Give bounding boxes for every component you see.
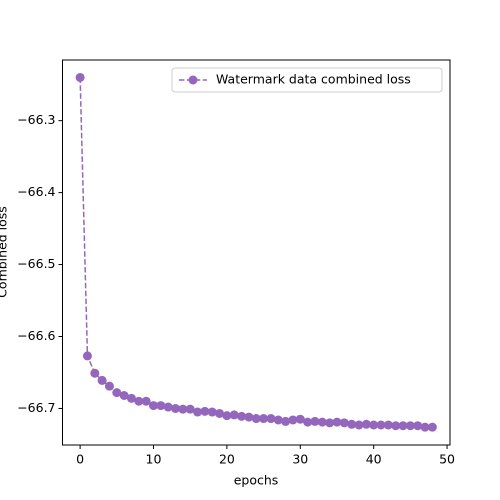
data-point [104, 381, 114, 391]
data-point [273, 415, 283, 425]
data-point [112, 388, 122, 398]
data-point [369, 420, 379, 430]
data-point [303, 417, 313, 427]
data-point [126, 393, 136, 403]
data-point [244, 412, 254, 422]
data-point [97, 375, 107, 385]
y-tick-label: −66.5 [17, 256, 55, 271]
data-point [141, 396, 151, 406]
data-point [339, 418, 349, 428]
data-point [376, 420, 386, 430]
data-point [185, 404, 195, 414]
data-point [310, 416, 320, 426]
data-point [347, 419, 357, 429]
data-point [149, 401, 159, 411]
data-point [266, 414, 276, 424]
data-point [251, 414, 261, 424]
data-point [119, 390, 129, 400]
data-point [163, 402, 173, 412]
data-point [134, 396, 144, 406]
data-point [193, 407, 203, 417]
legend-label: Watermark data combined loss [216, 72, 411, 87]
data-point [200, 406, 210, 416]
data-point [75, 72, 85, 82]
y-tick-label: −66.4 [17, 184, 55, 199]
x-tick-label: 10 [146, 452, 162, 467]
x-tick-label: 30 [292, 452, 308, 467]
data-point [354, 420, 364, 430]
data-point [427, 422, 437, 432]
data-point [178, 404, 188, 414]
x-tick-label: 0 [76, 452, 84, 467]
y-tick-label: −66.3 [17, 112, 55, 127]
data-point [295, 414, 305, 424]
data-point [215, 408, 225, 418]
data-point [325, 418, 335, 428]
data-point [317, 417, 327, 427]
data-point [288, 415, 298, 425]
data-point [398, 421, 408, 431]
data-point [405, 421, 415, 431]
x-axis-label: epochs [234, 473, 279, 488]
data-point [90, 368, 100, 378]
data-point [207, 407, 217, 417]
data-point [383, 420, 393, 430]
data-point [259, 414, 269, 424]
data-point [82, 351, 92, 361]
y-axis-label: Combined loss [0, 206, 10, 298]
data-point [171, 403, 181, 413]
y-tick-label: −66.7 [17, 400, 55, 415]
data-point [361, 419, 371, 429]
data-point [222, 411, 232, 421]
data-point [281, 416, 291, 426]
data-point [332, 417, 342, 427]
data-point [391, 421, 401, 431]
plot-frame [62, 59, 451, 446]
data-point [237, 411, 247, 421]
x-tick-label: 20 [219, 452, 235, 467]
data-point [420, 422, 430, 432]
legend-marker [188, 75, 198, 85]
data-point [413, 421, 423, 431]
x-tick-label: 50 [439, 452, 455, 467]
legend-box [171, 67, 443, 93]
data-point [156, 401, 166, 411]
x-tick-label: 40 [366, 452, 382, 467]
data-point [229, 410, 239, 420]
y-tick-label: −66.6 [17, 328, 55, 343]
